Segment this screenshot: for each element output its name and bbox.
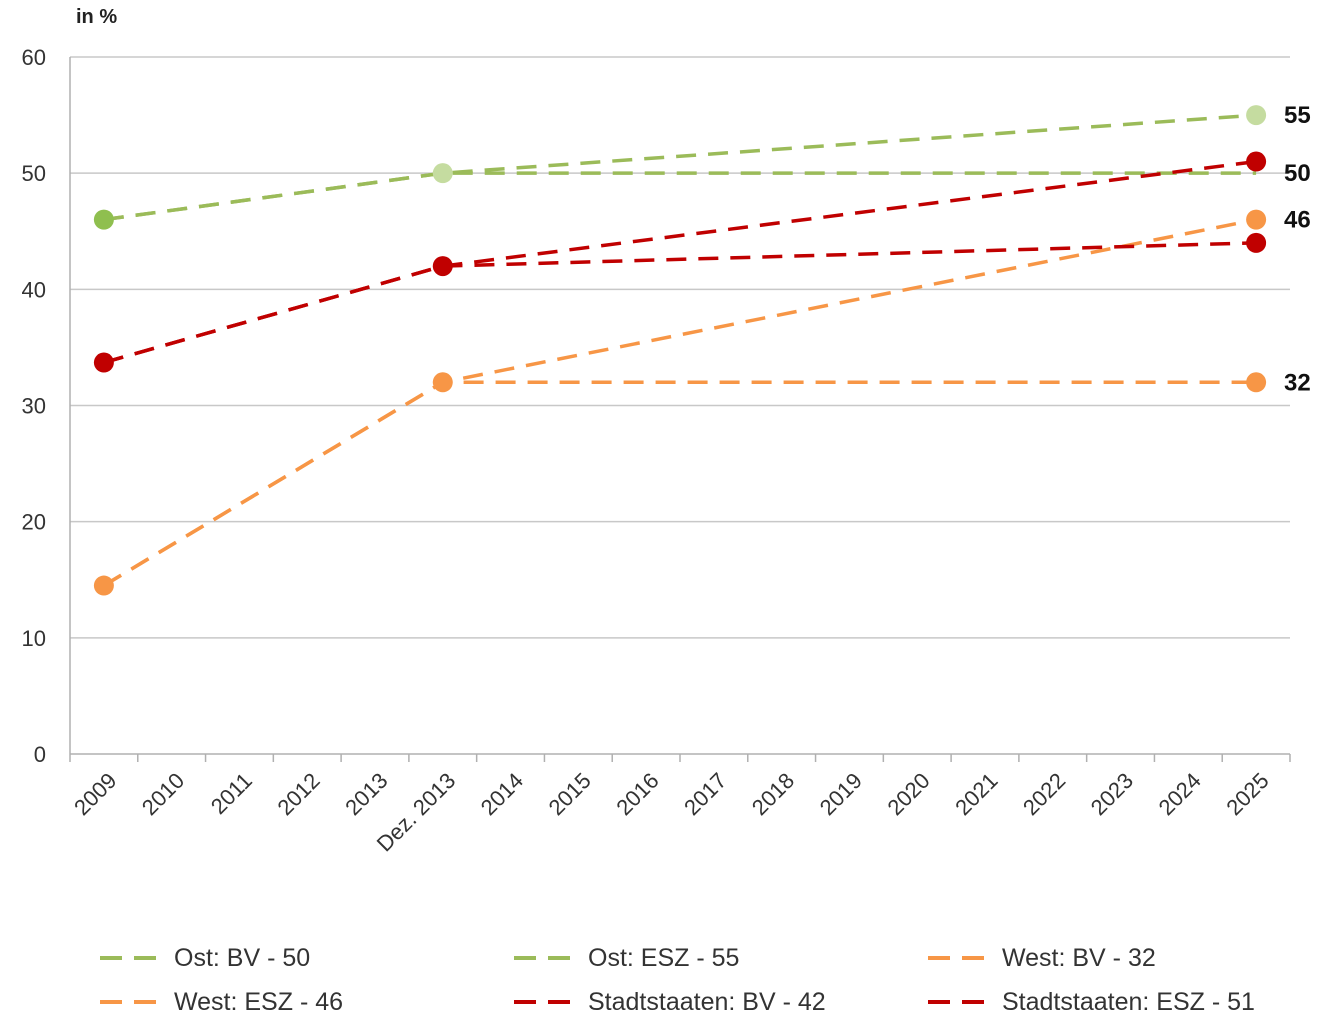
data-point-marker-10 [1246, 151, 1267, 172]
x-tick-label-2016: 2016 [611, 768, 663, 820]
x-tick-label-2025: 2025 [1221, 768, 1273, 820]
x-tick-label-2015: 2015 [544, 768, 596, 820]
legend-item-0: Ost: BV - 50 [96, 940, 310, 976]
x-tick-label-2011: 2011 [206, 768, 257, 819]
legend-label: Ost: BV - 50 [174, 943, 311, 972]
data-point-marker-4 [432, 372, 453, 393]
legend-swatch [924, 1000, 988, 1004]
y-tick-label-0: 0 [34, 742, 46, 767]
data-point-marker-9 [1246, 232, 1267, 253]
x-tick-label-2019: 2019 [815, 768, 867, 820]
legend-item-2: West: BV - 32 [924, 940, 1156, 976]
legend-label: West: ESZ - 46 [174, 987, 344, 1016]
y-tick-label-40: 40 [22, 277, 46, 302]
data-point-marker-2 [1246, 105, 1267, 126]
y-tick-label-20: 20 [22, 510, 46, 535]
legend-item-3: West: ESZ - 46 [96, 984, 343, 1020]
x-tick-label-2021: 2021 [950, 768, 1002, 820]
x-tick-label-2020: 2020 [882, 768, 934, 820]
x-tick-label-2009: 2009 [69, 768, 121, 820]
series-line-3 [102, 217, 1257, 588]
legend-swatch [510, 956, 574, 960]
legend-swatch [924, 956, 988, 960]
data-point-marker-8 [432, 256, 453, 277]
y-axis-unit-label: in % [76, 6, 118, 28]
end-value-label-32: 32 [1284, 369, 1311, 396]
legend-label: West: BV - 32 [1002, 943, 1156, 972]
legend-label: Stadtstaaten: BV - 42 [588, 987, 826, 1016]
data-point-marker-1 [432, 163, 453, 184]
legend-swatch [96, 1000, 160, 1004]
y-tick-label-50: 50 [22, 161, 46, 186]
data-point-marker-6 [1246, 209, 1267, 230]
x-tick-label-2012: 2012 [272, 768, 324, 820]
x-tick-label-2024: 2024 [1154, 768, 1206, 820]
data-point-marker-5 [1246, 372, 1267, 393]
legend-item-1: Ost: ESZ - 55 [510, 940, 739, 976]
data-point-marker-0 [93, 209, 114, 230]
legend-label: Ost: ESZ - 55 [588, 943, 740, 972]
x-tick-label-2022: 2022 [1018, 768, 1070, 820]
x-tick-label-2014: 2014 [476, 768, 528, 820]
legend-label: Stadtstaaten: ESZ - 51 [1002, 987, 1255, 1016]
end-value-label-50: 50 [1284, 160, 1311, 187]
end-value-label-55: 55 [1284, 102, 1311, 129]
x-tick-label-2013: 2013 [340, 768, 392, 820]
legend-swatch [96, 956, 160, 960]
x-tick-label-2010: 2010 [137, 768, 189, 820]
x-tick-label-2017: 2017 [679, 768, 731, 820]
legend-swatch [510, 1000, 574, 1004]
series-line-4 [103, 241, 1257, 365]
data-point-marker-7 [93, 352, 114, 373]
y-tick-label-60: 60 [22, 45, 46, 70]
series-line-5 [103, 159, 1257, 365]
legend-item-5: Stadtstaaten: ESZ - 51 [924, 984, 1255, 1020]
x-tick-label-2018: 2018 [747, 768, 799, 820]
data-point-marker-3 [93, 575, 114, 596]
legend-item-4: Stadtstaaten: BV - 42 [510, 984, 826, 1020]
series-line-1 [103, 113, 1257, 222]
y-tick-label-10: 10 [22, 626, 46, 651]
chart-legend: Ost: BV - 50 Ost: ESZ - 55 West: BV - 32 We… [96, 940, 1316, 1020]
x-tick-label-2023: 2023 [1086, 768, 1138, 820]
y-tick-label-30: 30 [22, 394, 46, 419]
end-value-label-46: 46 [1284, 207, 1311, 234]
